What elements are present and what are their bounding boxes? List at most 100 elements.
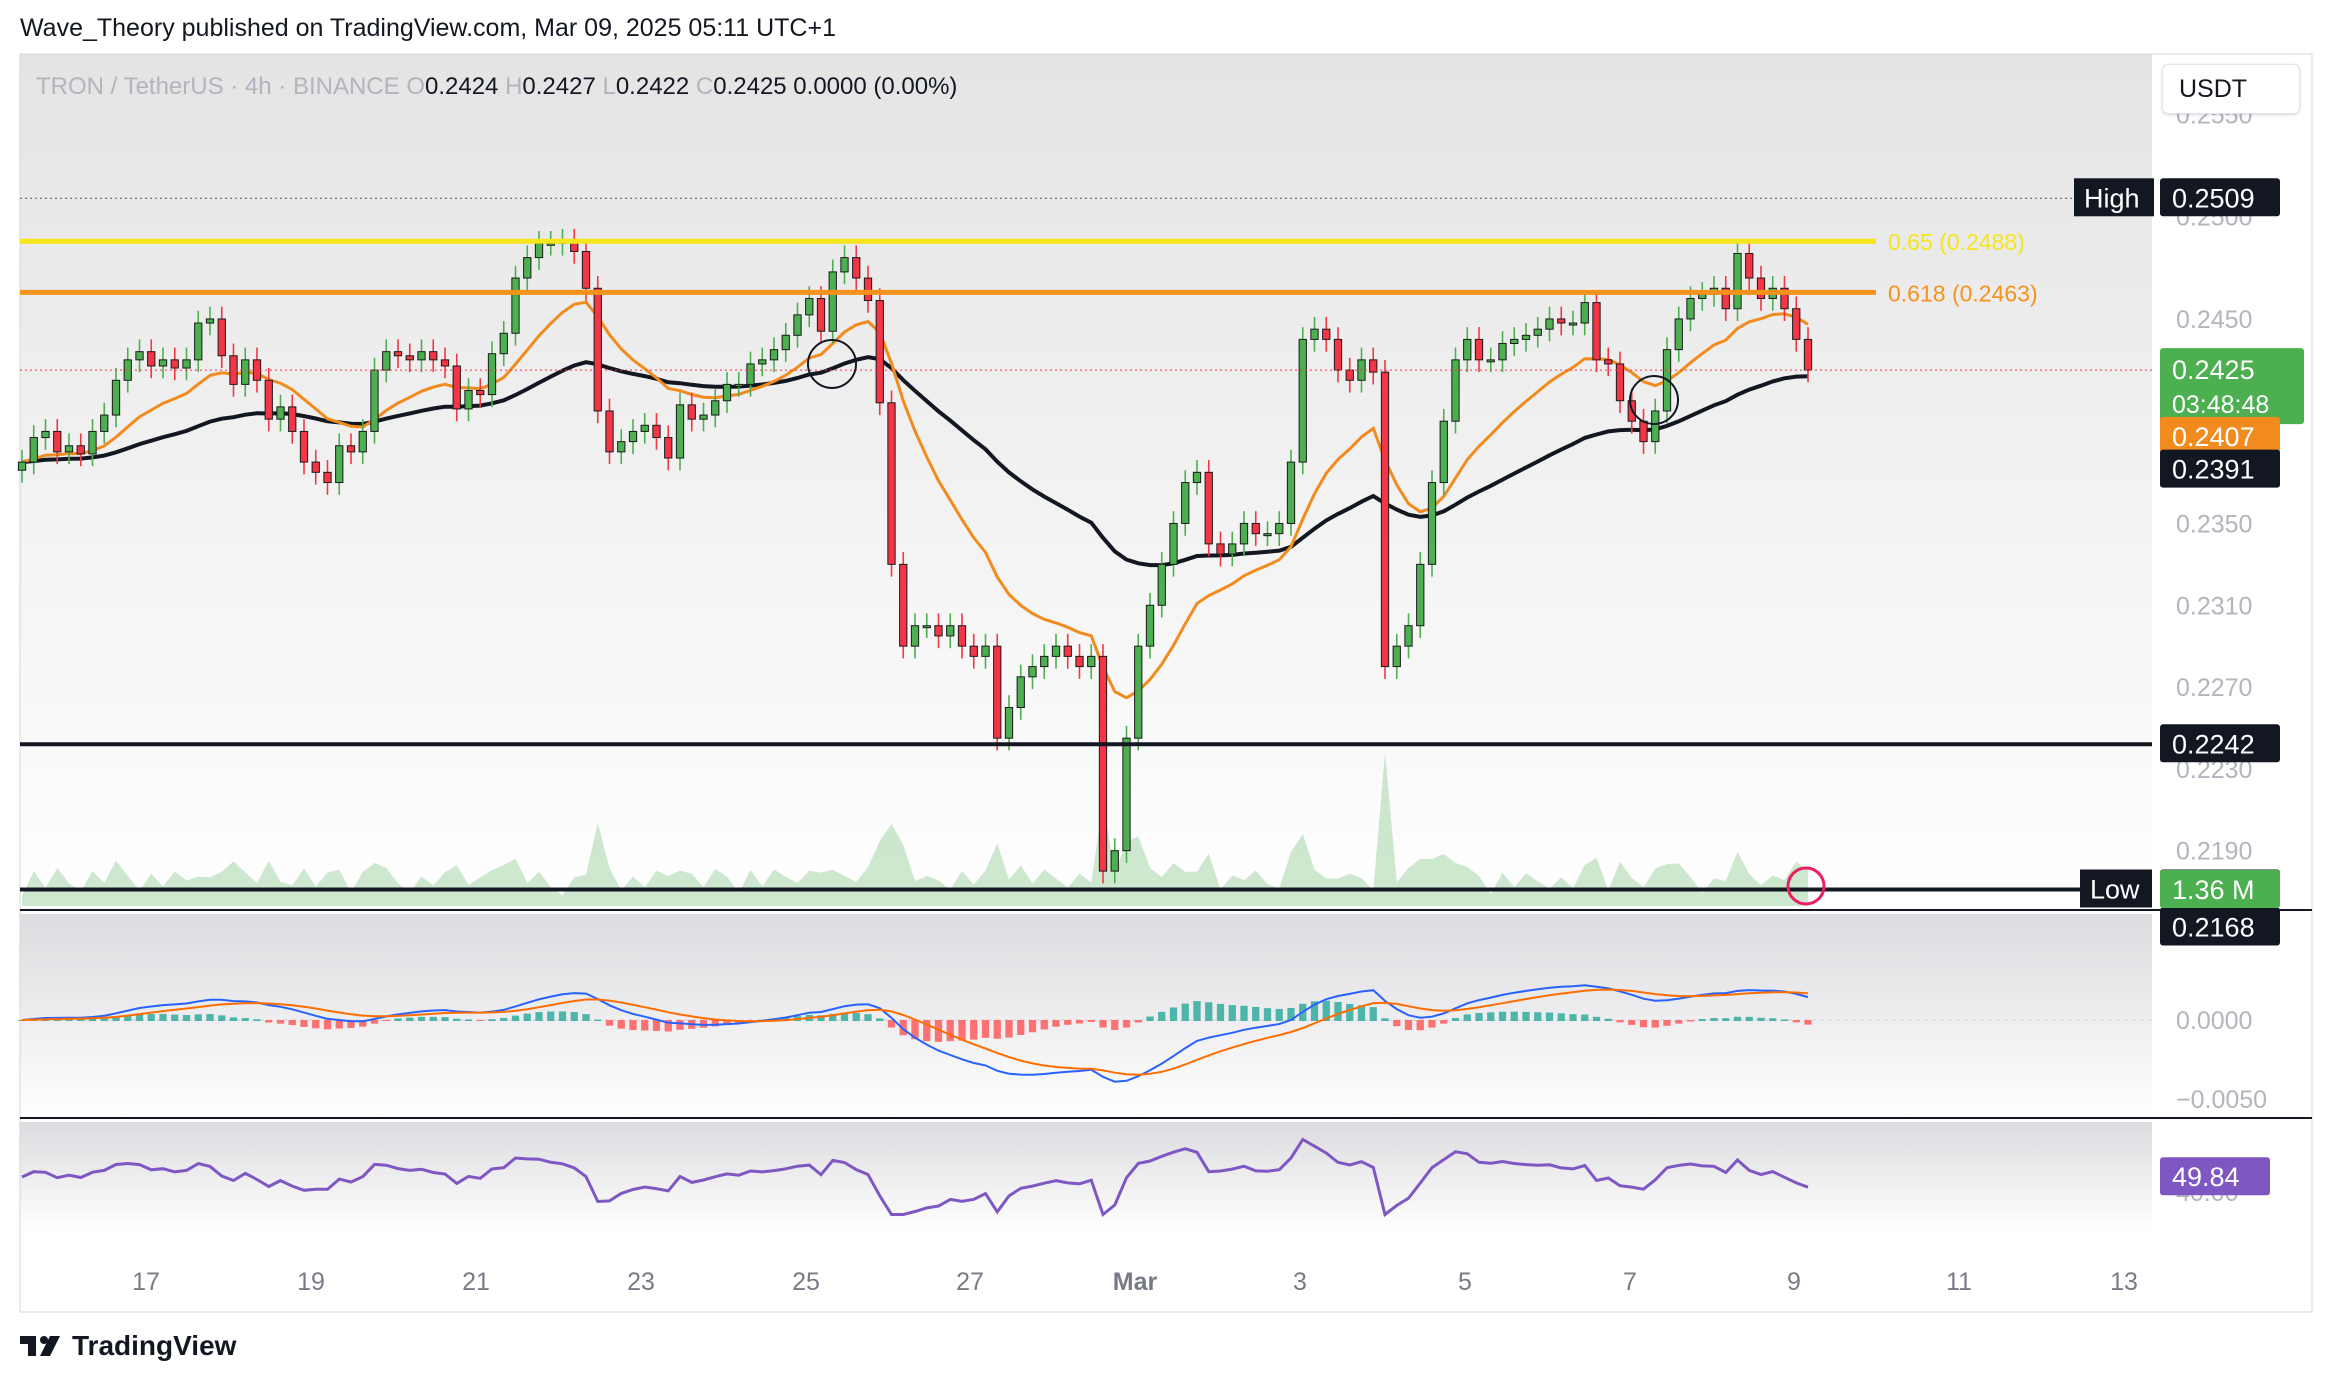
candle-body bbox=[370, 369, 379, 432]
publisher-line: Wave_Theory published on TradingView.com… bbox=[20, 14, 836, 42]
legend-part: 0.2425 bbox=[713, 73, 786, 100]
candle-body bbox=[147, 351, 156, 367]
support-value-bg bbox=[2160, 724, 2280, 763]
candle-body bbox=[863, 277, 873, 302]
candle-body bbox=[1228, 543, 1237, 555]
candle-body bbox=[1251, 522, 1260, 535]
currency-button[interactable]: USDT bbox=[2162, 64, 2300, 114]
macd-histogram-bar bbox=[981, 1020, 990, 1038]
price-axis-label: 0.2310 bbox=[2176, 592, 2252, 620]
macd-histogram-bar bbox=[1804, 1020, 1812, 1025]
candle-body bbox=[523, 257, 532, 279]
time-axis-label: 9 bbox=[1787, 1268, 1801, 1296]
macd-histogram-bar bbox=[229, 1017, 238, 1021]
macd-histogram-bar bbox=[312, 1020, 320, 1029]
macd-histogram-bar bbox=[617, 1020, 625, 1029]
legend-part: 0.2424 bbox=[425, 73, 498, 100]
macd-histogram-bar bbox=[335, 1020, 343, 1029]
candle-body bbox=[1592, 302, 1601, 361]
macd-histogram-bar bbox=[100, 1017, 108, 1021]
time-axis-label: 17 bbox=[132, 1268, 160, 1296]
macd-histogram-bar bbox=[1122, 1020, 1131, 1028]
candle-body bbox=[758, 359, 767, 365]
current-price: 0.2425 bbox=[2172, 355, 2255, 385]
macd-histogram-bar bbox=[1651, 1020, 1659, 1028]
macd-histogram-bar bbox=[1628, 1020, 1636, 1025]
candle-body bbox=[1122, 737, 1131, 852]
macd-histogram-bar bbox=[852, 1013, 860, 1021]
candle-body bbox=[652, 424, 661, 439]
macd-histogram-bar bbox=[323, 1020, 332, 1030]
ema-slow-value-bg bbox=[2160, 449, 2280, 488]
candle-body bbox=[194, 322, 203, 361]
candle-body bbox=[76, 445, 85, 455]
macd-histogram-bar bbox=[699, 1020, 708, 1028]
macd-histogram-bar bbox=[417, 1016, 426, 1021]
candle-body bbox=[64, 445, 74, 453]
candle-body bbox=[346, 445, 356, 453]
candle-body bbox=[1063, 645, 1072, 657]
candle-body bbox=[687, 404, 696, 420]
macd-histogram-bar bbox=[194, 1014, 202, 1021]
macd-histogram-bar bbox=[511, 1015, 520, 1021]
candle-body bbox=[840, 257, 849, 273]
macd-histogram-bar bbox=[1240, 1005, 1248, 1021]
macd-histogram-bar bbox=[77, 1019, 85, 1021]
macd-histogram-bar bbox=[500, 1018, 508, 1021]
candle-body bbox=[1392, 645, 1401, 668]
macd-histogram-bar bbox=[253, 1019, 261, 1021]
macd-histogram-bar bbox=[570, 1012, 578, 1021]
candle-body bbox=[1615, 363, 1625, 402]
candle-body bbox=[111, 379, 121, 416]
macd-histogram-bar bbox=[18, 1020, 26, 1021]
candle-body bbox=[922, 625, 931, 629]
macd-histogram-bar bbox=[1252, 1006, 1260, 1021]
macd-histogram-bar bbox=[1028, 1020, 1037, 1033]
macd-histogram-bar bbox=[1416, 1020, 1424, 1031]
ema-fast-line bbox=[21, 300, 1809, 700]
macd-histogram-bar bbox=[1722, 1018, 1730, 1021]
macd-histogram-bar bbox=[370, 1020, 379, 1024]
time-axis-label: 5 bbox=[1458, 1268, 1472, 1296]
macd-histogram-bar bbox=[406, 1017, 414, 1021]
candle-body bbox=[53, 430, 62, 453]
candle-body bbox=[1369, 359, 1378, 373]
macd-histogram-bar bbox=[1498, 1011, 1507, 1021]
price-axis-label: 0.2450 bbox=[2176, 306, 2252, 334]
macd-histogram-bar bbox=[1087, 1020, 1095, 1022]
candle-body bbox=[170, 359, 179, 369]
ema-fast-value-bg bbox=[2160, 416, 2280, 455]
candle-body bbox=[1427, 482, 1437, 565]
candle-body bbox=[605, 410, 614, 453]
rsi-line bbox=[21, 1137, 1809, 1218]
macd-histogram-bar bbox=[1263, 1008, 1272, 1021]
macd-histogram-bar bbox=[1663, 1020, 1671, 1026]
candle-body bbox=[1333, 338, 1343, 371]
macd-histogram-bar bbox=[1346, 1003, 1354, 1021]
candle-body bbox=[593, 287, 602, 412]
macd-histogram-bar bbox=[1675, 1020, 1683, 1024]
macd-histogram-bar bbox=[1698, 1019, 1706, 1021]
macd-histogram-bar bbox=[1428, 1020, 1436, 1028]
tradingview-brand[interactable]: TradingView bbox=[20, 1330, 236, 1362]
candle-body bbox=[1439, 420, 1448, 484]
time-axis-label: 13 bbox=[2110, 1268, 2138, 1296]
candle-body bbox=[241, 359, 250, 385]
candle-body bbox=[182, 359, 191, 369]
macd-histogram-bar bbox=[605, 1020, 614, 1026]
macd-histogram-bar bbox=[958, 1020, 966, 1041]
candle-body bbox=[158, 359, 168, 367]
time-axis-label: 3 bbox=[1293, 1268, 1307, 1296]
candle-body bbox=[769, 349, 779, 361]
macd-histogram-bar bbox=[124, 1014, 132, 1021]
ema-fast-value: 0.2407 bbox=[2172, 422, 2255, 452]
macd-histogram-bar bbox=[535, 1012, 543, 1021]
candle-body bbox=[828, 271, 837, 332]
macd-histogram-bar bbox=[1111, 1020, 1119, 1031]
macd-histogram-bar bbox=[1769, 1018, 1777, 1021]
ema-slow-value: 0.2391 bbox=[2172, 455, 2255, 485]
high-label: High bbox=[2084, 183, 2140, 213]
candle-body bbox=[276, 406, 285, 420]
candle-body bbox=[1310, 328, 1319, 340]
